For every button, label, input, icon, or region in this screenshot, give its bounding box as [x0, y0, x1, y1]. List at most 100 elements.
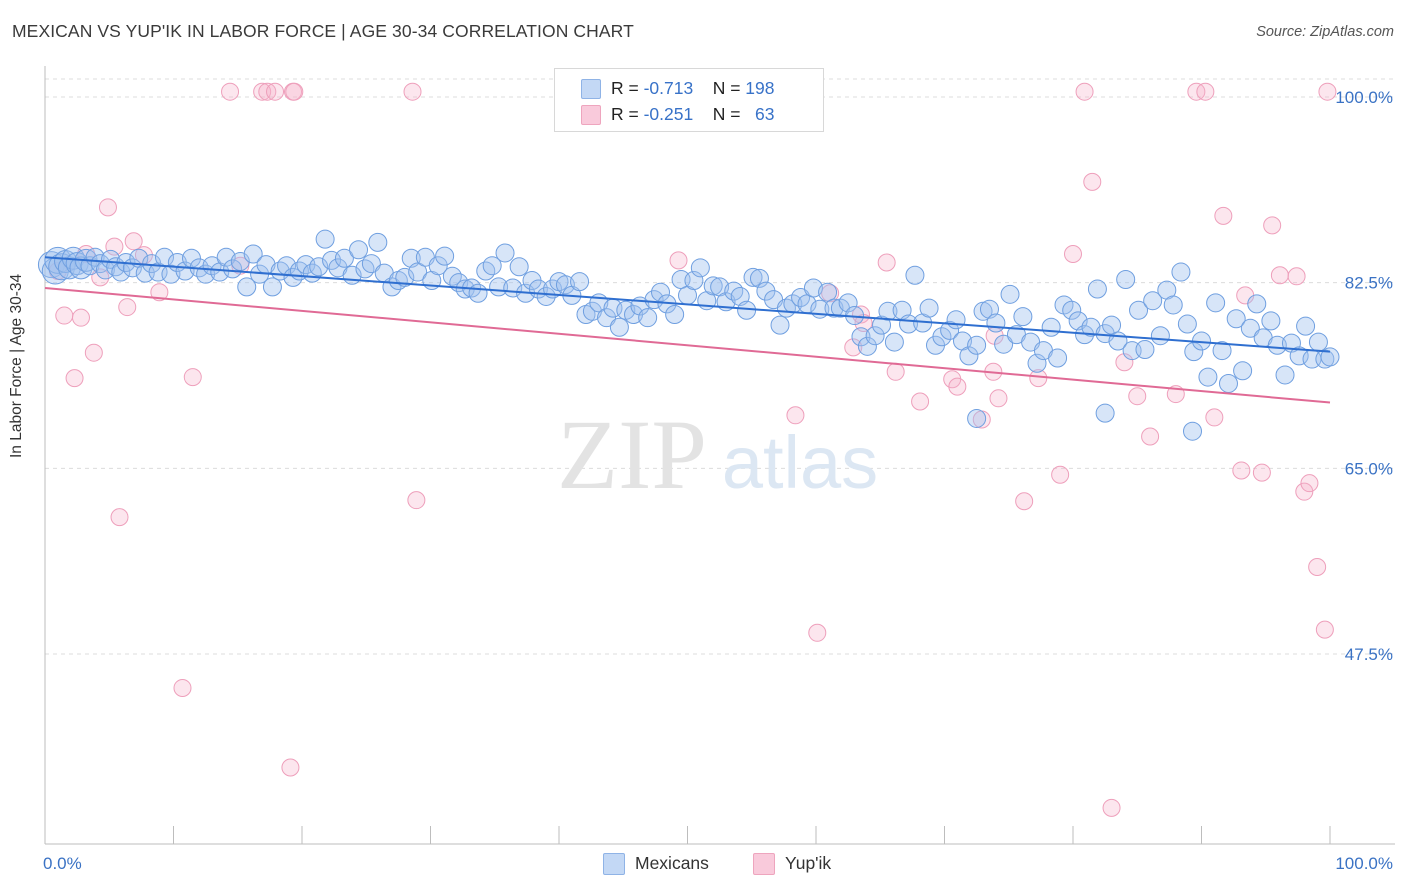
mexicans-point	[959, 346, 979, 366]
mexicans-point	[315, 229, 335, 249]
mexicans-point	[223, 259, 243, 279]
mexicans-point	[665, 304, 685, 324]
mexicans-point	[555, 275, 575, 295]
mexicans-point	[368, 232, 388, 252]
mexicans-point	[482, 256, 502, 276]
yupik-point	[948, 377, 967, 396]
yupik-point	[1083, 172, 1102, 191]
bottom-legend-label-yupik: Yup'ik	[785, 853, 832, 873]
legend-n-value: 198	[745, 78, 775, 98]
yupik-point	[1300, 474, 1319, 493]
yupik-point	[285, 82, 304, 101]
yupik-point	[1205, 408, 1224, 427]
y-tick-label: 47.5%	[1345, 645, 1393, 664]
mexicans-point	[1171, 262, 1191, 282]
mexicans-point	[536, 286, 556, 306]
legend-swatch-mexicans	[581, 79, 601, 99]
mexicans-point	[90, 254, 110, 274]
mexicans-point	[1233, 361, 1253, 381]
bottom-legend-swatch-mexicans	[603, 853, 625, 875]
mexicans-point	[724, 281, 744, 301]
mexicans-point	[1000, 284, 1020, 304]
legend-n-label: N =	[712, 104, 741, 124]
legend-swatch-yupik	[581, 105, 601, 125]
yupik-point	[1196, 82, 1215, 101]
yupik-point	[877, 253, 896, 272]
mexicans-point	[851, 327, 871, 347]
yupik-point	[150, 283, 169, 302]
yupik-point	[1115, 353, 1134, 372]
yupik-point	[989, 389, 1008, 408]
chart-title: MEXICAN VS YUP'IK IN LABOR FORCE | AGE 3…	[12, 21, 634, 41]
yupik-point	[71, 308, 90, 327]
mexicans-point	[1275, 365, 1295, 385]
yupik-point	[1308, 558, 1327, 577]
y-tick-label: 100.0%	[1335, 88, 1393, 107]
mexicans-point	[262, 277, 282, 297]
mexicans-point	[1129, 300, 1149, 320]
mexicans-point	[838, 293, 858, 313]
mexicans-point	[865, 326, 885, 346]
y-tick-label: 65.0%	[1345, 459, 1393, 478]
yupik-point	[55, 306, 74, 325]
yupik-point	[1064, 245, 1082, 264]
mexicans-point	[1041, 317, 1061, 337]
mexicans-point	[994, 334, 1014, 354]
mexicans-point	[940, 320, 960, 340]
legend: R = -0.713 N = 198 R = -0.251 N = 63	[554, 68, 824, 132]
mexicans-point	[651, 282, 671, 302]
mexicans-point	[749, 268, 769, 288]
mexicans-point	[1226, 309, 1246, 329]
bottom-legend-swatch-yupik	[753, 853, 775, 875]
trend-lines	[44, 256, 1331, 404]
mexicans-point	[818, 282, 838, 302]
yupik-point	[173, 678, 192, 697]
mexicans-point	[355, 259, 375, 279]
mexicans-point	[1308, 332, 1328, 352]
watermark-atlas: atlas	[722, 421, 878, 504]
x-tick-label: 100.0%	[1335, 854, 1393, 873]
mexicans-point	[237, 277, 257, 297]
yupik-point	[183, 368, 202, 387]
mexicans-point	[1289, 346, 1309, 366]
mexicans-point	[334, 248, 354, 268]
mexicans-point	[737, 300, 757, 320]
yupik-point	[84, 343, 103, 362]
legend-r-label: R =	[611, 104, 639, 124]
mexicans-point	[1198, 367, 1218, 387]
mexicans-point	[597, 308, 617, 328]
yupik-point	[1015, 492, 1034, 511]
mexicans-point	[1184, 342, 1204, 362]
mexicans-point	[684, 271, 704, 291]
yupik-point	[1315, 620, 1334, 639]
mexicans-point	[476, 261, 496, 281]
mexicans-point	[468, 283, 488, 303]
yupik-point	[258, 82, 277, 101]
mexicans-point	[361, 254, 381, 274]
mexicans-point	[986, 313, 1006, 333]
mexicans-point	[216, 247, 236, 267]
yupik-point	[1232, 461, 1251, 480]
mexicans-point	[884, 332, 904, 352]
legend-r-value: -0.251	[643, 104, 694, 124]
mexicans-point	[428, 256, 448, 276]
yupik-point	[110, 508, 129, 527]
gridlines	[45, 78, 1395, 655]
yupik-point	[124, 232, 143, 251]
yupik-points	[48, 82, 1337, 817]
mexicans-point	[1296, 316, 1316, 336]
y-tick-label: 82.5%	[1345, 274, 1393, 293]
mexicans-point	[857, 336, 877, 356]
yupik-point	[1252, 463, 1271, 482]
mexicans-point	[1261, 311, 1281, 331]
mexicans-point	[967, 335, 987, 355]
yupik-point	[844, 338, 863, 357]
mexicans-point	[1013, 307, 1033, 327]
mexicans-point	[946, 310, 966, 330]
mexicans-point	[349, 240, 369, 260]
yupik-point	[98, 198, 117, 217]
yupik-point	[1075, 82, 1094, 101]
mexicans-point	[395, 267, 415, 287]
yupik-point	[1214, 206, 1233, 225]
mexicans-point	[1027, 353, 1047, 373]
